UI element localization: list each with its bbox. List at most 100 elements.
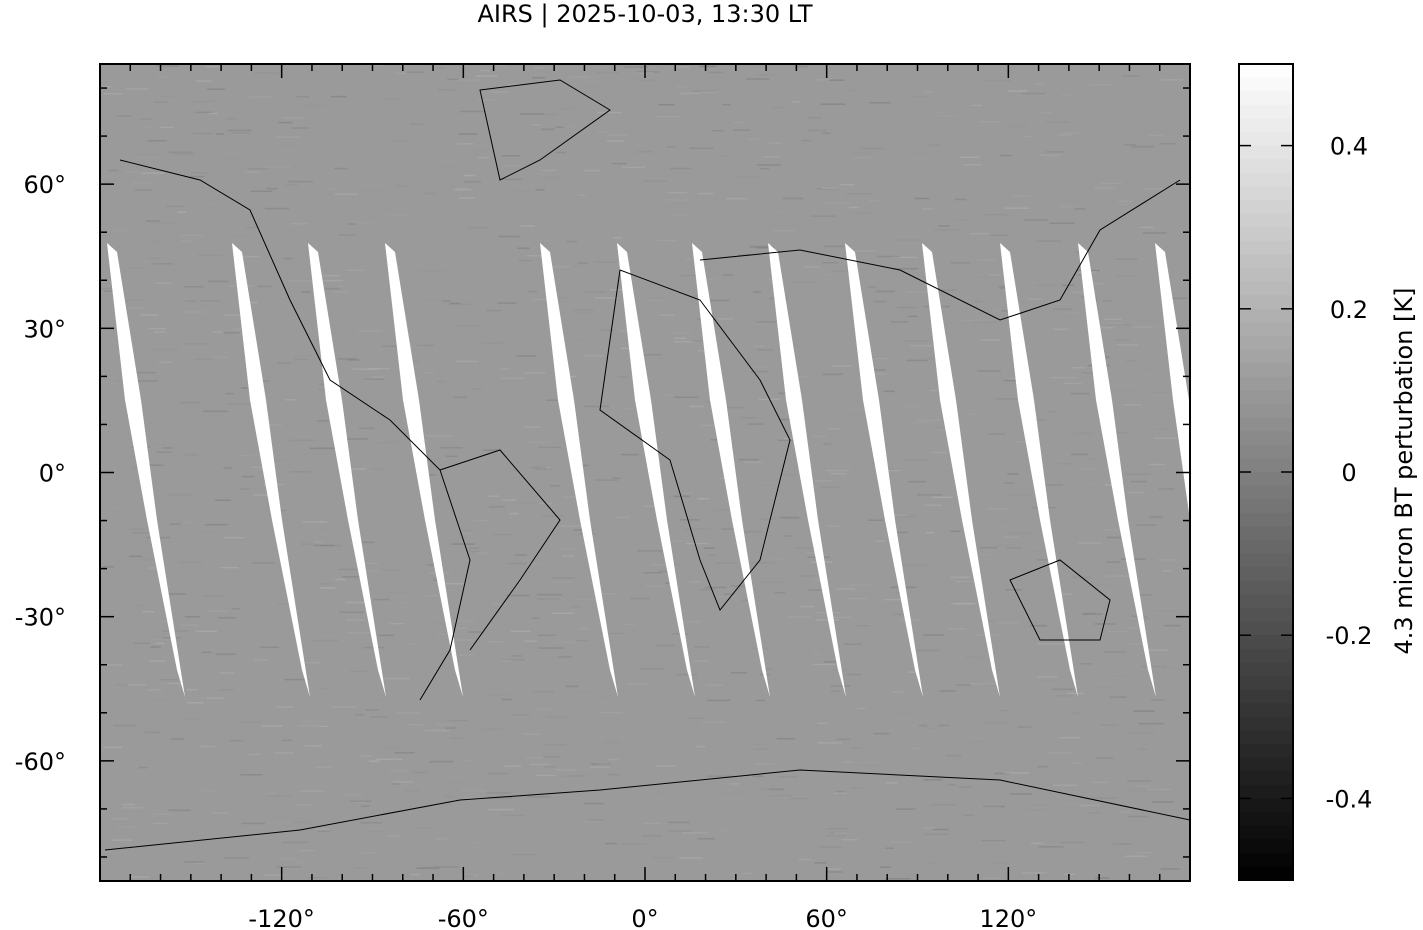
texture-streak (455, 360, 479, 363)
texture-streak (138, 558, 155, 561)
texture-streak (999, 709, 1009, 712)
colorbar-segment (1239, 322, 1293, 337)
texture-streak (1030, 842, 1044, 845)
colorbar-segment (1239, 444, 1293, 459)
texture-streak (531, 466, 547, 469)
texture-streak (823, 661, 836, 663)
texture-streak (825, 108, 850, 111)
colorbar-segment (1239, 363, 1293, 378)
texture-streak (1116, 275, 1138, 277)
texture-streak (963, 814, 975, 817)
texture-streak (502, 814, 525, 817)
texture-streak (999, 521, 1010, 523)
texture-streak (371, 376, 385, 378)
texture-streak (298, 724, 319, 727)
texture-streak (1153, 391, 1170, 393)
texture-streak (848, 584, 871, 587)
texture-streak (976, 553, 996, 556)
texture-streak (267, 821, 294, 823)
texture-streak (431, 577, 441, 579)
texture-streak (699, 65, 717, 68)
texture-streak (1112, 843, 1133, 845)
texture-streak (896, 808, 916, 810)
texture-streak (245, 226, 258, 229)
texture-streak (1005, 547, 1022, 549)
colorbar-segment (1239, 268, 1293, 283)
texture-streak (798, 858, 813, 861)
texture-streak (186, 702, 205, 704)
texture-streak (373, 442, 399, 444)
texture-streak (762, 497, 781, 499)
texture-streak (140, 118, 153, 120)
data-gap-swath (540, 243, 618, 697)
colorbar-segment (1239, 77, 1293, 92)
texture-streak (596, 523, 605, 526)
colorbar-segment (1239, 635, 1293, 650)
texture-streak (1115, 339, 1130, 341)
texture-streak (246, 455, 262, 457)
texture-streak (823, 443, 832, 445)
texture-streak (462, 875, 475, 877)
texture-streak (127, 307, 146, 309)
texture-streak (148, 240, 161, 243)
texture-streak (733, 121, 744, 124)
texture-streak (745, 78, 770, 80)
texture-streak (668, 821, 690, 824)
texture-streak (658, 314, 675, 316)
colorbar-tick-label: 0.2 (1330, 296, 1368, 324)
texture-streak (1024, 261, 1035, 263)
texture-streak (1034, 284, 1056, 286)
texture-streak (294, 821, 311, 824)
texture-streak (810, 215, 837, 217)
texture-streak (420, 866, 434, 869)
texture-streak (133, 642, 151, 645)
texture-streak (877, 255, 901, 258)
texture-streak (165, 593, 186, 595)
texture-streak (1027, 621, 1038, 623)
texture-streak (1128, 627, 1138, 629)
colorbar-segment (1239, 839, 1293, 854)
texture-streak (307, 876, 328, 879)
colorbar-tick-label: -0.2 (1326, 622, 1373, 650)
texture-streak (1057, 133, 1072, 136)
texture-streak (180, 240, 194, 242)
texture-streak (614, 872, 624, 875)
texture-streak (1085, 458, 1101, 460)
texture-streak (976, 141, 1001, 143)
texture-streak (626, 683, 648, 685)
texture-streak (881, 330, 901, 333)
texture-streak (128, 555, 143, 558)
texture-streak (247, 753, 261, 756)
colorbar-segment (1239, 757, 1293, 772)
texture-streak (787, 375, 810, 377)
texture-streak (510, 630, 531, 633)
colorbar-segment (1239, 866, 1293, 881)
texture-streak (835, 738, 851, 741)
texture-streak (884, 877, 911, 880)
texture-streak (883, 598, 907, 601)
texture-streak (101, 85, 112, 88)
texture-streak (1100, 182, 1122, 185)
data-gap-swath (308, 243, 386, 697)
texture-streak (568, 76, 591, 78)
texture-streak (548, 266, 571, 268)
texture-streak (214, 356, 229, 359)
texture-streak (1115, 360, 1136, 363)
texture-streak (425, 729, 450, 732)
texture-streak (610, 289, 628, 291)
texture-streak (707, 699, 731, 702)
texture-streak (361, 851, 376, 854)
texture-streak (287, 180, 314, 183)
texture-streak (826, 835, 847, 837)
texture-streak (537, 634, 557, 637)
texture-streak (250, 190, 273, 193)
texture-streak (268, 795, 292, 797)
texture-streak (425, 192, 438, 195)
texture-streak (495, 872, 509, 875)
texture-streak (435, 838, 448, 840)
texture-streak (319, 587, 336, 589)
texture-streak (762, 156, 780, 158)
texture-streak (453, 189, 472, 191)
texture-streak (201, 789, 217, 792)
texture-streak (149, 739, 175, 741)
